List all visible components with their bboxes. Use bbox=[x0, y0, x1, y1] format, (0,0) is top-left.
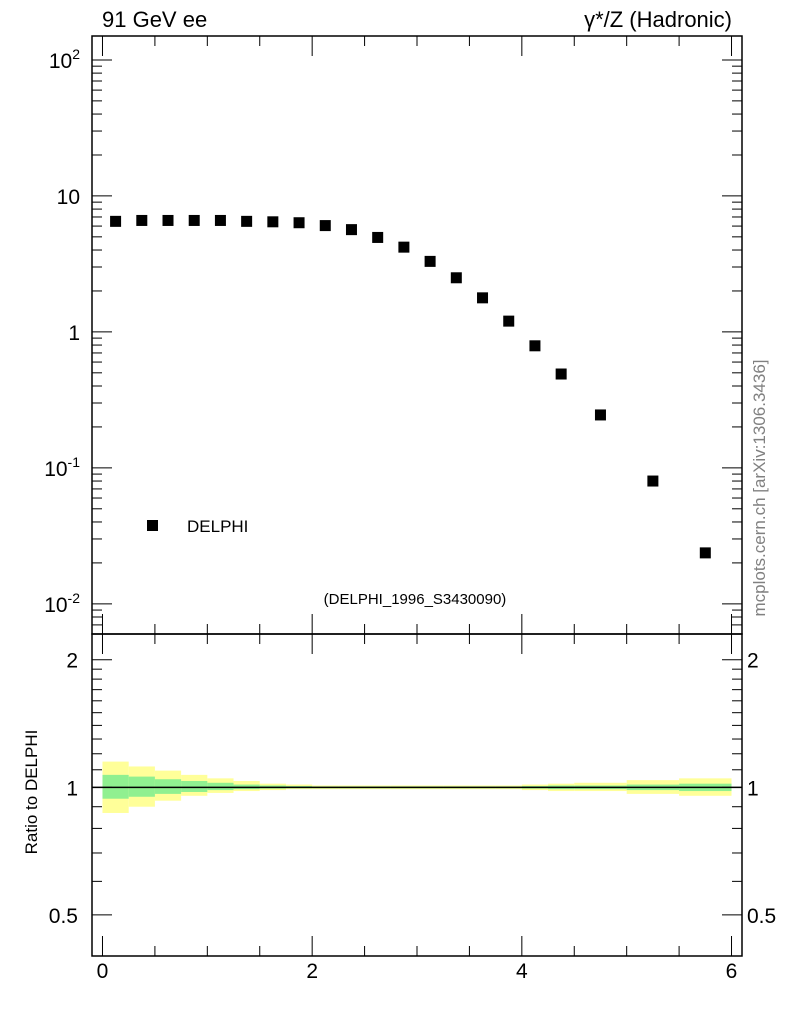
data-point bbox=[555, 368, 567, 380]
y-tick-label: 10 bbox=[57, 186, 80, 209]
main-panel-frame bbox=[91, 35, 743, 635]
data-point bbox=[241, 215, 253, 227]
ratio-y-tick-label: 1 bbox=[66, 777, 78, 800]
data-point bbox=[188, 214, 200, 226]
analysis-watermark: (DELPHI_1996_S3430090) bbox=[324, 591, 507, 608]
data-point bbox=[594, 409, 606, 421]
ratio-panel-frame bbox=[91, 633, 743, 957]
x-tick-label: 6 bbox=[726, 960, 738, 983]
y-tick-label: 10-2 bbox=[44, 590, 80, 617]
axis-ticks bbox=[92, 36, 742, 956]
data-point bbox=[647, 475, 659, 487]
inner-band-bin bbox=[181, 780, 208, 792]
plot-title-left: 91 GeV ee bbox=[102, 7, 208, 32]
inner-band-bin bbox=[154, 779, 182, 794]
legend-label: DELPHI bbox=[187, 517, 248, 536]
ratio-y-tick-label-right: 1 bbox=[747, 777, 759, 800]
data-point bbox=[398, 241, 410, 253]
data-point bbox=[162, 214, 174, 226]
x-tick-label: 0 bbox=[97, 960, 109, 983]
data-point bbox=[424, 255, 436, 267]
data-point bbox=[110, 215, 122, 227]
ratio-y-tick-label: 0.5 bbox=[49, 905, 78, 928]
x-tick-label: 2 bbox=[306, 960, 318, 983]
x-tick-label: 4 bbox=[516, 960, 528, 983]
data-point bbox=[529, 340, 541, 352]
data-point bbox=[136, 214, 148, 226]
y-tick-label: 1 bbox=[68, 322, 80, 345]
data-point bbox=[293, 217, 305, 229]
y-tick-label: 10-1 bbox=[44, 454, 80, 481]
legend-marker bbox=[147, 520, 158, 531]
data-point bbox=[477, 292, 489, 304]
data-points bbox=[110, 214, 711, 559]
y-tick-label: 102 bbox=[49, 46, 80, 73]
data-point bbox=[503, 315, 515, 327]
data-point bbox=[450, 272, 462, 284]
tick-labels: 10-2 10-1 1 10 102 0.5 0.5 1 1 2 2 0 2 4 6 bbox=[44, 46, 776, 983]
ratio-y-tick-label: 2 bbox=[66, 650, 78, 673]
inner-band-bin bbox=[207, 782, 234, 791]
plot-title-right: γ*/Z (Hadronic) bbox=[584, 7, 732, 32]
data-point bbox=[319, 220, 331, 232]
data-point bbox=[699, 547, 711, 559]
data-point bbox=[214, 214, 226, 226]
data-point bbox=[267, 216, 279, 228]
data-point bbox=[372, 231, 384, 243]
ratio-y-tick-label-right: 2 bbox=[747, 650, 759, 673]
ratio-y-tick-label-right: 0.5 bbox=[747, 905, 776, 928]
data-point bbox=[345, 224, 357, 236]
